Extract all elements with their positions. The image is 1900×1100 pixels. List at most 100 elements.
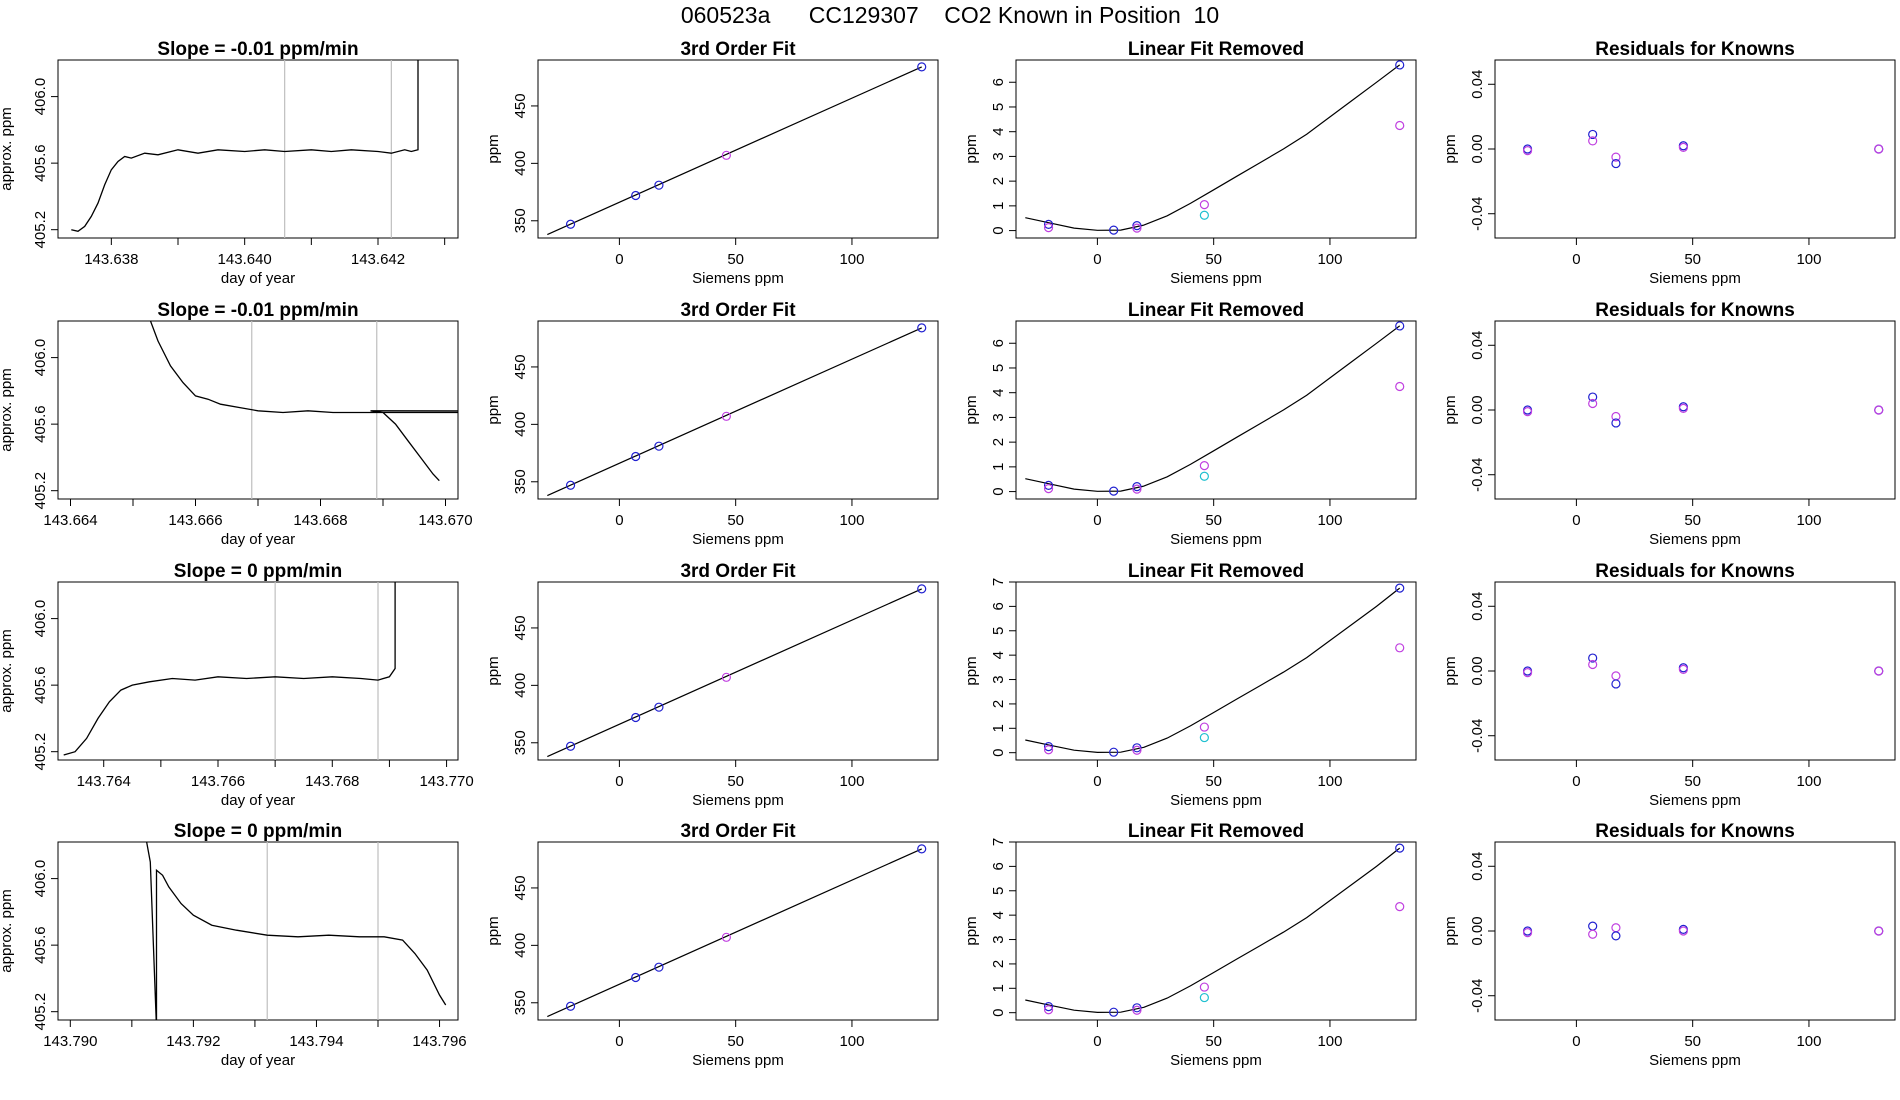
panel-r1c3-frame <box>1015 59 1417 239</box>
panel-r4c4-ytick-label: 0.04 <box>1469 852 1486 881</box>
panel-r2c1-xtick-label: 143.670 <box>418 512 472 529</box>
panel-r4c2-xtick-label: 50 <box>727 1033 744 1050</box>
panel-r3c1-xtick-label: 143.764 <box>77 773 131 790</box>
panel-r3c3-point <box>1395 643 1405 653</box>
panel-r2c2-xlabel: Siemens ppm <box>692 531 784 548</box>
panel-r4c4-ytick-label: 0.00 <box>1469 916 1486 945</box>
panel-r2c2-ylabel: ppm <box>485 395 502 424</box>
panel-r4c4-xlabel: Siemens ppm <box>1649 1052 1741 1069</box>
panel-r3c4-point <box>1522 668 1533 678</box>
panel-r4c4-point <box>1611 931 1621 941</box>
panel-r1c1-xtick-label: 143.640 <box>218 251 272 268</box>
panel-r3c1-xtick-label: 143.768 <box>305 773 359 790</box>
panel-r4c4-point <box>1874 926 1884 936</box>
panel-r1c3-ytick-label: 1 <box>990 202 1007 210</box>
panel-r4c4-xtick-label: 50 <box>1684 1033 1701 1050</box>
panel-r4c2-point <box>917 844 927 854</box>
panel-r3c3-ytick-label: 6 <box>990 602 1007 610</box>
panel-r2c3-ylabel: ppm <box>963 395 980 424</box>
panel-r3c3-ytick-label: 7 <box>990 578 1007 586</box>
panel-r4c3-point <box>1132 1005 1142 1015</box>
panel-r2c1-ytick-label: 406.0 <box>32 339 49 377</box>
panel-r1c3-point <box>1043 223 1054 233</box>
panel-r4c4-title: Residuals for Knowns <box>1595 821 1795 842</box>
panel-r1c4-ytick-label: -0.04 <box>1469 197 1486 231</box>
panel-r3c4-ytick-label: -0.04 <box>1469 719 1486 753</box>
panel-r3c4-ylabel: ppm <box>1442 656 1459 685</box>
panel-r3c4-point <box>1874 666 1884 676</box>
panel-r2c3-xtick-label: 50 <box>1205 512 1222 529</box>
panel-r4c4-xtick-label: 0 <box>1572 1033 1580 1050</box>
panel-r1c3-point <box>1199 210 1209 220</box>
panel-r3c4-xtick-label: 0 <box>1572 773 1580 790</box>
panel-r4c1-ytick-label: 405.6 <box>32 926 49 964</box>
panel-r3c3-point <box>1199 722 1209 732</box>
panel-r2c2-xtick-label: 100 <box>839 512 864 529</box>
panel-r1c3-ylabel: ppm <box>963 134 980 163</box>
panel-r4c2-point <box>654 962 664 972</box>
panel-r1c3-xlabel: Siemens ppm <box>1170 270 1262 287</box>
panel-r1c4-ytick-label: 0.04 <box>1469 70 1486 99</box>
panel-r1c1-frame <box>57 59 459 239</box>
panel-r1c2-ytick-label: 350 <box>512 208 529 233</box>
panel-r3c3-ytick-label: 5 <box>990 627 1007 635</box>
panel-r2c3-point <box>1043 484 1054 494</box>
panel-r3c3-ytick-label: 3 <box>990 675 1007 683</box>
panel-r2c2-xtick-label: 0 <box>615 512 623 529</box>
panel-r4c1-xtick-label: 143.796 <box>412 1033 466 1050</box>
panel-r4c3-point <box>1043 1005 1054 1015</box>
panel-r2c2-ytick-label: 400 <box>512 412 529 437</box>
panel-r3c2-point <box>654 702 664 712</box>
panel-r1c3-point <box>1109 225 1119 235</box>
panel-r4c1-ylabel: approx. ppm <box>0 889 15 972</box>
panel-r1c1-trace-line <box>71 60 419 233</box>
panel-r1c4-xtick-label: 50 <box>1684 251 1701 268</box>
panel-r2c3-ytick-label: 4 <box>990 389 1007 397</box>
panel-r3c4-title: Residuals for Knowns <box>1595 561 1795 582</box>
panel-r1c2-point <box>654 180 664 190</box>
figure-title: 060523a CC129307 CO2 Known in Position 1… <box>680 2 1220 28</box>
panel-r3c3-point <box>1132 745 1142 755</box>
panel-r4c2-point <box>721 932 731 942</box>
panel-r3c2-ytick-label: 400 <box>512 673 529 698</box>
panel-r1c3-ytick-label: 5 <box>990 103 1007 111</box>
panel-r1c2-ytick-label: 450 <box>512 93 529 118</box>
panel-r2c3-point <box>1395 381 1405 392</box>
panel-r1c2-point <box>721 150 731 160</box>
panel-r3c2-point <box>917 584 927 594</box>
panel-r2c1-ytick-label: 405.6 <box>32 405 49 443</box>
panel-r3c3-xtick-label: 50 <box>1205 773 1222 790</box>
panel-r1c2-point <box>631 190 641 201</box>
panel-r2c2-frame <box>537 320 939 500</box>
panel-r2c1-ytick-label: 405.2 <box>32 472 49 510</box>
panel-r4c1-xtick-label: 143.794 <box>289 1033 343 1050</box>
panel-r4c3-ytick-label: 1 <box>990 984 1007 992</box>
panel-r3c3-point <box>1395 583 1405 593</box>
panel-r3c2-point <box>631 712 641 723</box>
panel-r2c4-xlabel: Siemens ppm <box>1649 531 1741 548</box>
panel-r4c1-trace-line <box>145 842 447 1020</box>
panel-r3c3-ytick-label: 2 <box>990 700 1007 708</box>
panel-r1c3-xtick-label: 100 <box>1317 251 1342 268</box>
panel-r4c3-xtick-label: 50 <box>1205 1033 1222 1050</box>
panel-r3c2-ytick-label: 350 <box>512 730 529 755</box>
panel-r3c1-xlabel: day of year <box>221 792 295 809</box>
panel-r4c3-point <box>1199 982 1209 992</box>
panel-r4c3-point <box>1395 843 1405 853</box>
panel-r3c1-xtick-label: 143.770 <box>419 773 473 790</box>
panel-r3c1-frame <box>57 581 459 761</box>
panel-r1c4-point <box>1588 136 1598 146</box>
panel-r4c3-point <box>1199 992 1209 1003</box>
panel-r3c1-ylabel: approx. ppm <box>0 629 15 712</box>
panel-r3c3-point <box>1109 747 1119 757</box>
panel-r4c2-point <box>631 972 641 983</box>
panel-r3c4-xlabel: Siemens ppm <box>1649 792 1741 809</box>
panel-r2c4-ytick-label: 0.00 <box>1469 395 1486 424</box>
panel-r1c2-xtick-label: 100 <box>839 251 864 268</box>
panel-r2c2-point <box>917 323 927 333</box>
panel-r1c3-xtick-label: 50 <box>1205 251 1222 268</box>
panel-r2c4-frame <box>1494 320 1896 500</box>
panel-r1c3-point <box>1132 221 1142 231</box>
panel-r2c3-point <box>1109 486 1119 496</box>
